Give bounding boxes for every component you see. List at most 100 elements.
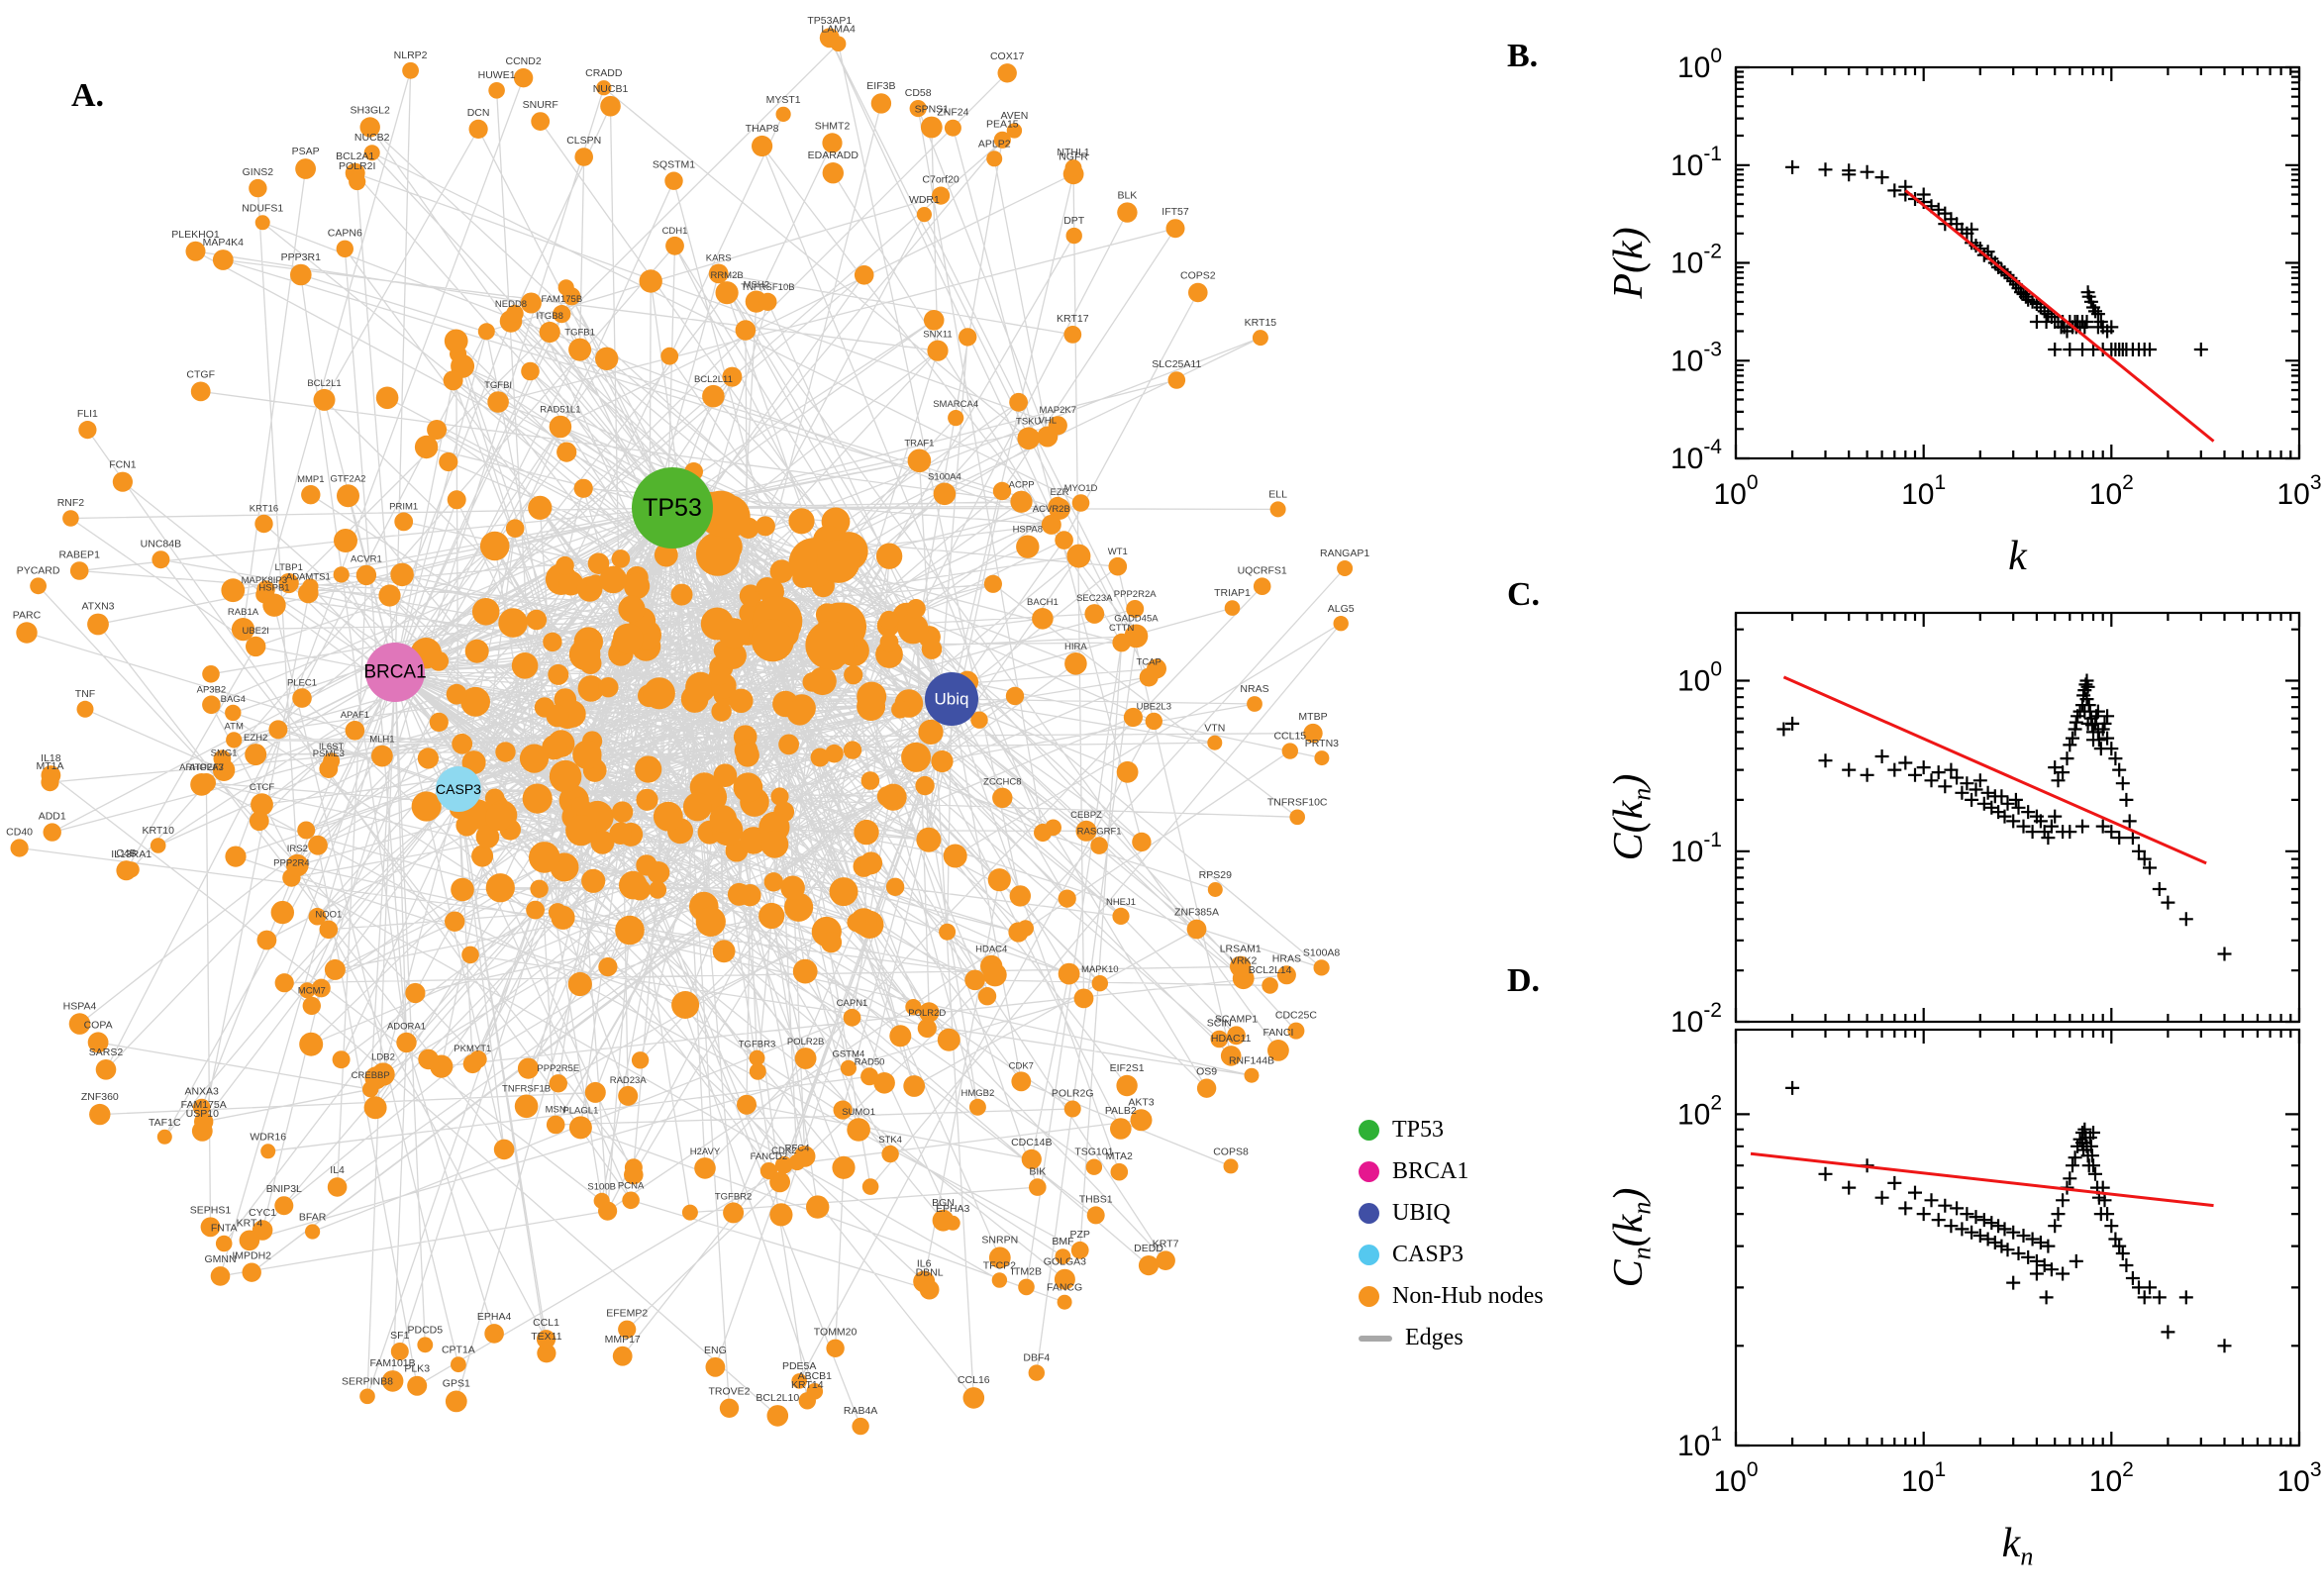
- network-node: [1055, 1248, 1071, 1264]
- network-node: [447, 490, 466, 510]
- gene-label: SCAMP1: [1215, 1013, 1258, 1025]
- network-node: [76, 700, 94, 718]
- network-node: [355, 564, 377, 586]
- network-node: [879, 633, 899, 652]
- network-node: [749, 1062, 766, 1080]
- network-node: [618, 595, 646, 623]
- gene-label: EFEMP2: [606, 1308, 648, 1320]
- gene-label: TSG101: [1074, 1146, 1113, 1157]
- gene-label: FAM175A: [181, 1099, 227, 1111]
- network-node: [529, 842, 560, 873]
- legend-item-brca1: BRCA1: [1359, 1158, 1544, 1185]
- network-node: [511, 652, 539, 679]
- network-node: [418, 1048, 439, 1070]
- gene-label: KRT7: [1153, 1238, 1179, 1249]
- network-node: [249, 178, 267, 198]
- network-node: [553, 305, 571, 324]
- network-node: [1116, 760, 1139, 783]
- network-node: [308, 907, 327, 926]
- gene-label: POLR2D: [908, 1008, 946, 1019]
- network-node: [556, 555, 574, 575]
- network-node: [531, 112, 551, 131]
- gene-label: MAP4K4: [203, 237, 245, 249]
- network-node: [1145, 712, 1163, 731]
- gene-label: WDR1: [909, 194, 940, 206]
- network-node: [1207, 882, 1223, 897]
- network-node: [1073, 988, 1094, 1009]
- network-node: [1063, 326, 1082, 344]
- network-node: [685, 671, 716, 703]
- gene-label: TFCP2: [983, 1259, 1016, 1271]
- gene-label: ARHGEF7: [179, 762, 224, 773]
- network-node: [323, 752, 341, 770]
- network-node: [1126, 600, 1145, 618]
- gene-label: RANGAP1: [1320, 548, 1369, 559]
- gene-label: BAG4: [221, 694, 246, 705]
- gene-label: S100A4: [928, 472, 961, 483]
- network-node: [112, 471, 133, 492]
- network-node: [493, 1139, 515, 1160]
- network-node: [414, 435, 439, 459]
- network-node: [484, 1324, 504, 1344]
- gene-label: SEPHS1: [190, 1204, 232, 1216]
- network-node: [292, 688, 312, 708]
- gene-label: VTN: [1204, 723, 1225, 735]
- gene-label: CLSPN: [566, 135, 601, 147]
- gene-label: IL18: [41, 752, 61, 764]
- gene-label: PDE5A: [782, 1360, 816, 1372]
- network-node: [660, 347, 679, 365]
- network-node: [536, 1330, 556, 1349]
- gene-label: FAM101B: [370, 1357, 416, 1369]
- network-node: [709, 805, 738, 833]
- gene-label: GINS2: [243, 166, 274, 178]
- network-node: [1337, 560, 1354, 576]
- network-node: [336, 240, 354, 257]
- gene-label: IFT57: [1162, 206, 1189, 218]
- gene-label: TCAP: [1137, 657, 1162, 668]
- gene-label: SNURF: [523, 99, 558, 111]
- network-node: [444, 329, 468, 353]
- gene-label: EPHA4: [477, 1311, 512, 1323]
- legend-label-ubiq: UBIQ: [1392, 1200, 1451, 1226]
- gene-label: ZCCHC8: [983, 777, 1022, 788]
- panel-label-d: D.: [1507, 962, 1541, 999]
- network-node: [694, 1157, 716, 1179]
- network-node: [631, 1051, 650, 1069]
- gene-label: C4B: [116, 848, 136, 859]
- tick-label: 10-1: [1670, 143, 1722, 182]
- network-node: [755, 516, 775, 537]
- network-node: [359, 1388, 375, 1405]
- network-node: [794, 1047, 817, 1069]
- gene-label: RNF2: [57, 497, 85, 509]
- network-node: [1303, 723, 1323, 744]
- gene-label: BCL2A1: [336, 150, 374, 162]
- network-node: [562, 287, 581, 306]
- network-node: [371, 745, 393, 767]
- gene-label: PZP: [1069, 1229, 1089, 1241]
- network-node: [718, 618, 750, 649]
- network-node: [411, 791, 442, 822]
- gene-label: GPS1: [443, 1378, 470, 1390]
- network-node: [505, 519, 525, 538]
- gene-label: PLAGL1: [562, 1105, 598, 1116]
- network-node: [833, 1100, 853, 1120]
- network-node: [429, 712, 449, 733]
- network-node: [612, 623, 644, 654]
- tick-label: 10-4: [1670, 436, 1722, 475]
- network-node: [451, 877, 474, 902]
- network-node: [62, 510, 79, 527]
- network-node: [843, 1008, 861, 1027]
- gene-label: HSPA4: [63, 1000, 97, 1012]
- gene-label: PDCD5: [408, 1324, 444, 1336]
- network-node: [245, 744, 267, 766]
- network-node: [619, 870, 648, 900]
- network-node: [1063, 1100, 1081, 1118]
- network-node: [68, 1013, 91, 1035]
- network-node: [1167, 371, 1186, 389]
- network-node: [1021, 1148, 1042, 1169]
- network-node: [452, 733, 473, 754]
- network-node: [857, 681, 887, 712]
- network-node: [396, 1032, 417, 1053]
- gene-label: CCL16: [958, 1374, 990, 1386]
- gene-label: BFAR: [299, 1211, 327, 1223]
